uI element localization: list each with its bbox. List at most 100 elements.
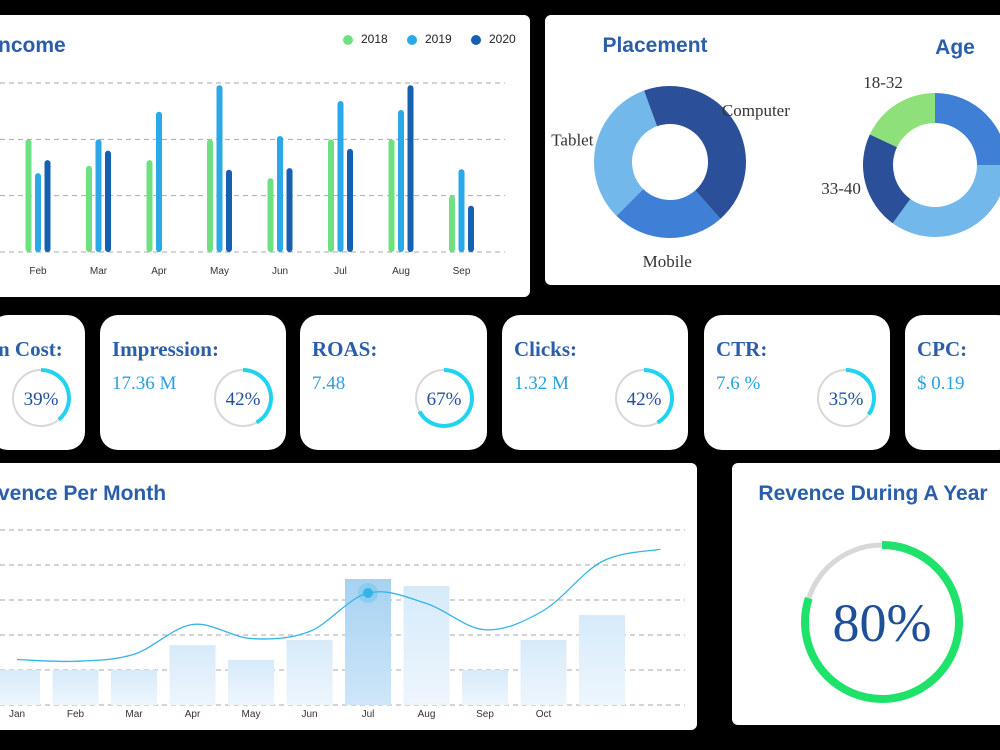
bar [579, 615, 625, 705]
line [16, 548, 661, 663]
kpi-card [905, 315, 1000, 450]
bar [449, 195, 455, 252]
x-tick-label: Feb [67, 709, 85, 720]
bar [169, 645, 216, 705]
kpi-progress [643, 368, 674, 425]
x-tick-label: Mar [90, 266, 108, 277]
bar [520, 639, 567, 705]
gauge-label: 80% [833, 593, 932, 653]
donut-slice [644, 86, 746, 219]
legend-label: 2020 [489, 32, 516, 46]
kpi-value: 7.48 [312, 373, 345, 394]
bar [286, 168, 293, 252]
kpi-title: CPC: [917, 337, 967, 361]
income-panel [0, 15, 530, 297]
x-tick-label: Feb [29, 266, 47, 277]
kpi-card [0, 315, 85, 450]
donut-slice [616, 188, 721, 238]
donut-slice [935, 93, 1000, 165]
bar [95, 139, 102, 252]
bar [52, 670, 99, 705]
kpi-progress [40, 368, 71, 422]
year-panel [732, 463, 1000, 725]
kpi-progress-label: 67% [427, 389, 462, 410]
slice-label: 33-40 [821, 179, 861, 198]
x-tick-label: Aug [418, 709, 436, 720]
x-tick-label: Mar [125, 709, 143, 720]
x-tick-label: Sep [453, 266, 471, 277]
slice-label: Tablet [551, 131, 594, 150]
bar [277, 135, 283, 252]
kpi-card [300, 315, 487, 450]
bar [267, 178, 274, 252]
x-tick-label: Jun [301, 709, 317, 720]
bar [207, 139, 213, 252]
kpi-title: CTR: [716, 337, 767, 361]
bar [0, 670, 40, 705]
donut-slice [869, 93, 935, 148]
kpi-value: 1.32 M [514, 373, 569, 394]
bar [458, 169, 465, 252]
bar [35, 173, 41, 252]
bar [25, 139, 32, 252]
point [363, 588, 373, 598]
legend-label: 2019 [425, 32, 452, 46]
gauge-arc [801, 541, 963, 703]
donut-slice [892, 165, 1000, 237]
kpi-progress [242, 368, 273, 425]
x-tick-label: Jun [272, 266, 288, 277]
donut-slice [863, 134, 911, 224]
kpi-title: ROAS: [312, 337, 377, 361]
x-tick-label: Apr [151, 266, 167, 277]
kpi-value: 17.36 M [112, 373, 177, 394]
chart-title: vence Per Month [0, 482, 166, 505]
x-tick-label: Apr [185, 709, 201, 720]
chart-title: Placement [602, 34, 707, 57]
bar [105, 150, 111, 252]
bar [398, 110, 404, 252]
bar [403, 586, 450, 705]
kpi-progress [417, 368, 474, 428]
slice-label: 18-32 [863, 73, 903, 92]
slice-label: Computer [722, 101, 790, 120]
kpi-value: 7.6 % [716, 373, 761, 394]
kpi-card [100, 315, 286, 450]
bar [286, 639, 333, 705]
x-tick-label: Jul [334, 266, 347, 277]
kpi-progress-label: 35% [829, 389, 864, 410]
bar [462, 670, 508, 705]
x-tick-label: Sep [476, 709, 494, 720]
chart-title: Age [935, 36, 975, 59]
legend-label: 2018 [361, 32, 388, 46]
bar [226, 169, 232, 252]
kpi-title: Clicks: [514, 337, 577, 361]
chart-title: ncome [0, 34, 66, 57]
bar [337, 101, 344, 252]
bar [44, 160, 51, 252]
x-tick-label: Jul [362, 709, 375, 720]
x-tick-label: May [242, 709, 261, 720]
kpi-progress-label: 42% [226, 389, 261, 410]
kpi-progress [845, 368, 876, 416]
slice-label: Mobile [643, 252, 692, 271]
x-tick-label: May [210, 266, 229, 277]
bar [228, 659, 274, 705]
legend-swatch [471, 35, 481, 45]
kpi-progress-label: 42% [627, 389, 662, 410]
kpi-title: Impression: [112, 337, 219, 361]
kpi-card [502, 315, 688, 450]
bar [407, 85, 414, 253]
bar [86, 165, 92, 252]
bar [216, 85, 223, 253]
bar [156, 111, 162, 252]
kpi-progress-label: 39% [24, 389, 59, 410]
kpi-title: n Cost: [0, 337, 63, 361]
bar [146, 160, 153, 252]
bar [328, 139, 334, 252]
legend-swatch [407, 35, 417, 45]
kpi-card [704, 315, 890, 450]
chart-title: Revence During A Year [758, 482, 987, 505]
bar [347, 148, 353, 252]
donut-slice [593, 90, 658, 216]
